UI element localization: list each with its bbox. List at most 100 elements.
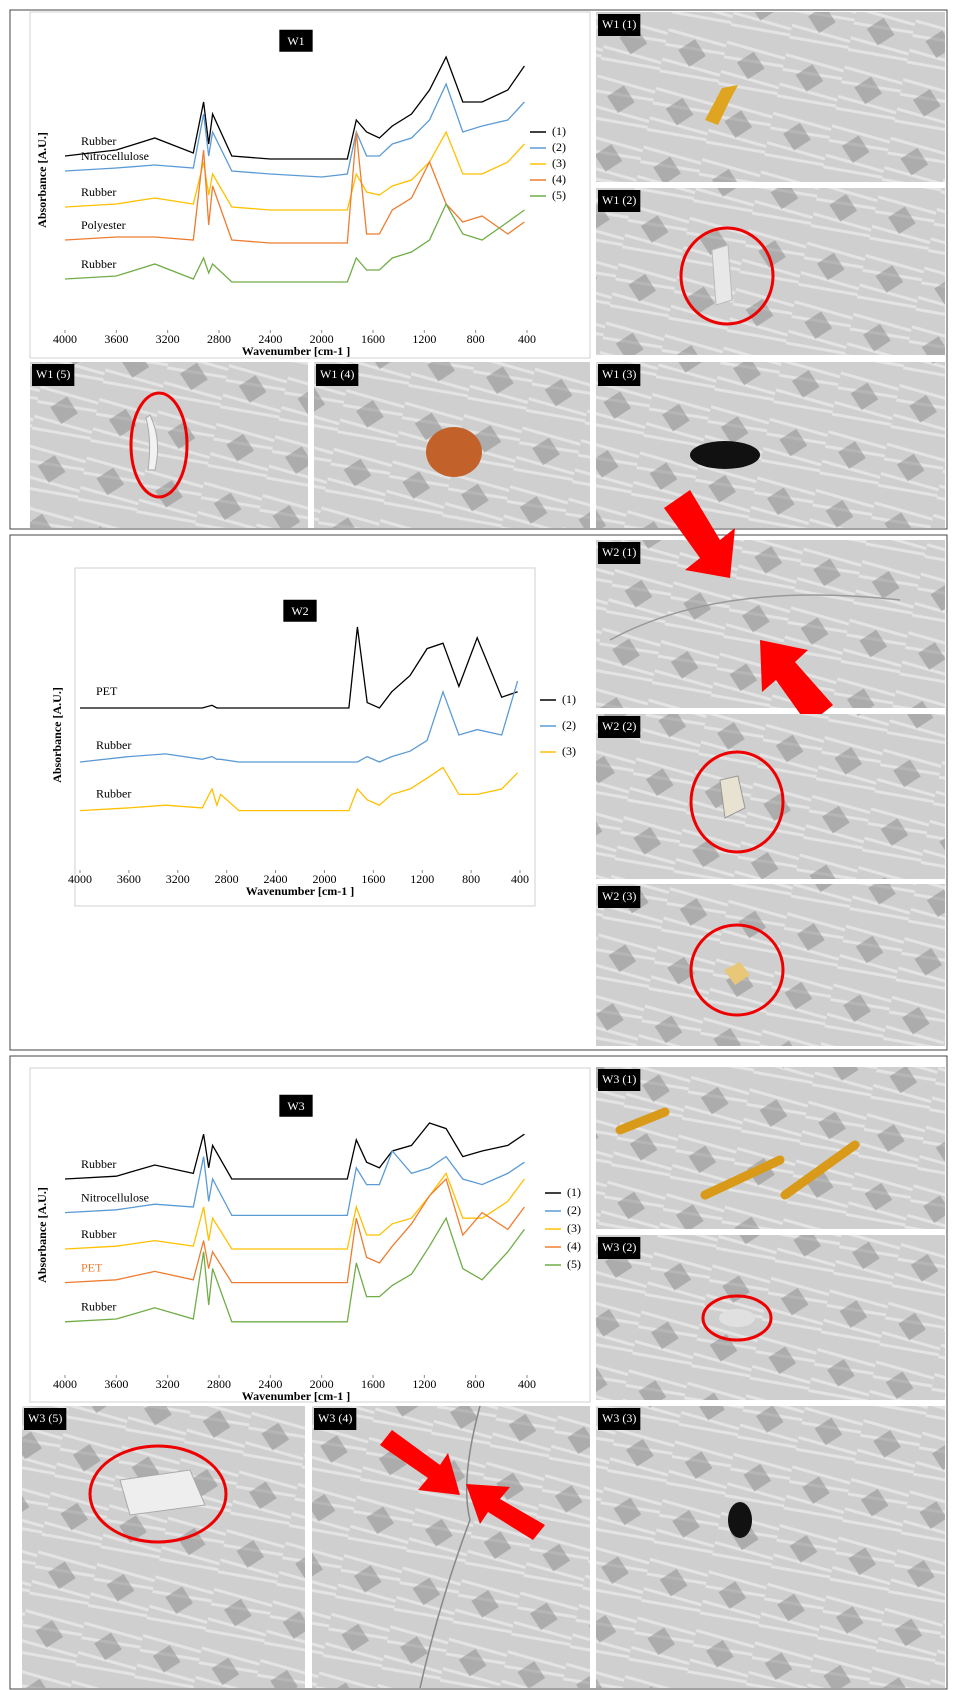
figure: W1 (1) W1 (2) W1 (5) W1 (4) W1 (3) W2 (1) W2 (… [0,0,957,1690]
object [719,1309,755,1327]
legend-label: (2) [552,140,566,154]
photo-frame [312,1406,590,1688]
photo-frame [596,12,945,182]
photo-label: W1 (3) [602,367,636,381]
object [690,441,760,469]
series-annotation: Rubber [81,134,116,148]
photo-label: W1 (2) [602,193,636,207]
photo-frame [596,362,945,528]
y-axis-label: Absorbance [A.U.] [35,1187,49,1283]
y-axis-label: Absorbance [A.U.] [50,687,64,783]
photo: W3 (3) [596,1406,945,1688]
photo: W1 (4) [314,362,590,528]
object [426,427,482,477]
photo-frame [30,362,308,528]
legend-label: (1) [567,1185,581,1199]
series-annotation: Rubber [81,1227,116,1241]
photo: W1 (2) [596,188,945,355]
photo: W1 (1) [596,12,945,182]
page: {"chart_data": [ {"type": "line", "title… [0,0,957,1690]
x-tick-label: 3600 [104,1377,128,1391]
photo-label: W1 (4) [320,367,354,381]
x-tick-label: 400 [518,332,536,346]
legend-label: (4) [552,172,566,186]
x-tick-label: 4000 [53,332,77,346]
legend-label: (3) [552,156,566,170]
chart-title: W2 [291,604,308,618]
series-annotation: PET [96,684,118,698]
x-tick-label: 800 [462,872,480,886]
x-tick-label: 400 [511,872,529,886]
legend-label: (3) [567,1221,581,1235]
x-tick-label: 3200 [156,1377,180,1391]
photo-frame [596,1406,945,1688]
x-axis-label: Wavenumber [cm-1 ] [242,1389,350,1403]
photo: W1 (3) [596,362,945,528]
object [728,1502,752,1538]
series-annotation: Rubber [96,738,131,752]
y-axis-label: Absorbance [A.U.] [35,132,49,228]
x-tick-label: 1200 [410,872,434,886]
photo-label: W2 (2) [602,719,636,733]
photo-label: W3 (3) [602,1411,636,1425]
photo-label: W3 (2) [602,1240,636,1254]
x-tick-label: 3200 [156,332,180,346]
legend-label: (5) [567,1257,581,1271]
x-tick-label: 800 [467,332,485,346]
x-axis-label: Wavenumber [cm-1 ] [246,884,354,898]
x-tick-label: 2800 [207,332,231,346]
series-annotation: Nitrocellulose [81,149,149,163]
chart-title: W3 [287,1099,304,1113]
x-tick-label: 2800 [215,872,239,886]
x-tick-label: 1600 [361,332,385,346]
photo-label: W3 (5) [28,1411,62,1425]
series-annotation: Rubber [81,1300,116,1314]
photo-frame [596,884,945,1046]
chart-title: W1 [287,34,304,48]
x-tick-label: 2800 [207,1377,231,1391]
legend-label: (2) [567,1203,581,1217]
x-tick-label: 4000 [53,1377,77,1391]
photo-label: W3 (1) [602,1072,636,1086]
photo: W3 (4) [312,1406,590,1688]
photo-label: W2 (1) [602,545,636,559]
photo-label: W2 (3) [602,889,636,903]
object [712,245,732,305]
photo-label: W1 (1) [602,17,636,31]
photo: W2 (3) [596,884,945,1046]
photo-frame [596,714,945,879]
photo: W1 (5) [30,362,308,528]
series-annotation: Rubber [81,1157,116,1171]
x-tick-label: 4000 [68,872,92,886]
legend-label: (1) [562,692,576,706]
legend-label: (4) [567,1239,581,1253]
legend-label: (1) [552,124,566,138]
x-tick-label: 3600 [104,332,128,346]
x-tick-label: 3600 [117,872,141,886]
series-annotation: Nitrocellulose [81,1190,149,1204]
series-annotation: Polyester [81,218,126,232]
photo: W2 (2) [596,714,945,879]
photo-frame [596,188,945,355]
x-tick-label: 800 [467,1377,485,1391]
x-tick-label: 400 [518,1377,536,1391]
photo-frame [22,1406,305,1688]
photo: W3 (5) [22,1406,305,1688]
series-annotation: Rubber [81,257,116,271]
x-tick-label: 3200 [166,872,190,886]
x-tick-label: 1200 [412,1377,436,1391]
photo: W3 (1) [596,1067,945,1229]
x-tick-label: 1200 [412,332,436,346]
legend-label: (3) [562,744,576,758]
x-tick-label: 1600 [361,1377,385,1391]
photo-frame [596,1067,945,1229]
photo-label: W1 (5) [36,367,70,381]
photo: W3 (2) [596,1235,945,1400]
series-annotation: Rubber [81,185,116,199]
x-axis-label: Wavenumber [cm-1 ] [242,344,350,358]
x-tick-label: 1600 [361,872,385,886]
legend-label: (5) [552,188,566,202]
series-annotation: Rubber [96,786,131,800]
legend-label: (2) [562,718,576,732]
photo-label: W3 (4) [318,1411,352,1425]
